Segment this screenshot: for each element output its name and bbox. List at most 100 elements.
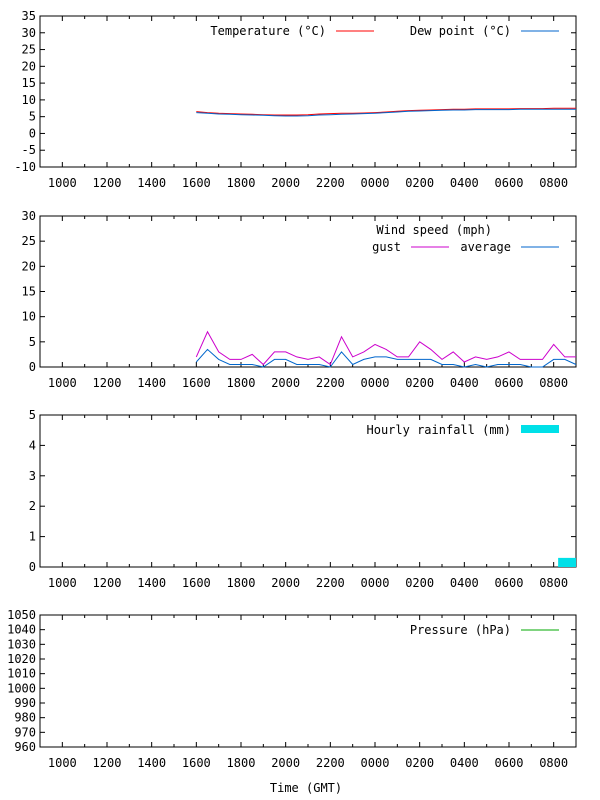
y-tick-label: 30 bbox=[22, 209, 36, 223]
x-tick-label: 1800 bbox=[227, 756, 256, 770]
x-tick-label: 0000 bbox=[361, 376, 390, 390]
series-line-dew bbox=[196, 108, 576, 117]
x-tick-label: 1400 bbox=[137, 376, 166, 390]
y-tick-label: 15 bbox=[22, 285, 36, 299]
plot-frame bbox=[39, 215, 577, 368]
y-tick-label: 0 bbox=[29, 126, 36, 140]
x-axis-label: Time (GMT) bbox=[270, 781, 342, 795]
legend-label: Hourly rainfall (mm) bbox=[367, 423, 512, 437]
y-tick-label: -5 bbox=[22, 143, 36, 157]
y-tick-label: 1010 bbox=[7, 667, 36, 681]
x-tick-label: 1800 bbox=[227, 376, 256, 390]
y-tick-label: 980 bbox=[14, 711, 36, 725]
legend-label: Pressure (hPa) bbox=[410, 623, 511, 637]
x-tick-label: 2200 bbox=[316, 376, 345, 390]
x-tick-label: 0000 bbox=[361, 756, 390, 770]
y-tick-label: 25 bbox=[22, 234, 36, 248]
x-tick-label: 2000 bbox=[271, 756, 300, 770]
x-tick-label: 1600 bbox=[182, 576, 211, 590]
x-tick-label: 0800 bbox=[539, 376, 568, 390]
x-tick-label: 0000 bbox=[361, 576, 390, 590]
x-tick-label: 1200 bbox=[93, 576, 122, 590]
x-tick-label: 2200 bbox=[316, 576, 345, 590]
y-tick-label: 5 bbox=[29, 408, 36, 422]
y-tick-label: 960 bbox=[14, 740, 36, 754]
y-tick-label: 30 bbox=[22, 26, 36, 40]
x-tick-label: 0200 bbox=[405, 756, 434, 770]
x-tick-label: 1000 bbox=[48, 756, 77, 770]
x-tick-label: 0000 bbox=[361, 176, 390, 190]
x-tick-label: 1600 bbox=[182, 176, 211, 190]
y-tick-label: 0 bbox=[29, 360, 36, 374]
x-tick-label: 2000 bbox=[271, 576, 300, 590]
y-tick-label: 10 bbox=[22, 93, 36, 107]
legend-label: Temperature (°C) bbox=[210, 24, 326, 38]
x-tick-label: 2000 bbox=[271, 176, 300, 190]
y-tick-label: 5 bbox=[29, 335, 36, 349]
y-tick-label: 1 bbox=[29, 530, 36, 544]
y-tick-label: 1040 bbox=[7, 623, 36, 637]
y-tick-label: 990 bbox=[14, 696, 36, 710]
y-tick-label: 4 bbox=[29, 438, 36, 452]
rain-bar bbox=[558, 557, 576, 567]
x-tick-label: 1400 bbox=[137, 176, 166, 190]
y-tick-label: 0 bbox=[29, 560, 36, 574]
y-tick-label: 10 bbox=[22, 310, 36, 324]
y-tick-label: 1050 bbox=[7, 608, 36, 622]
x-tick-label: 1000 bbox=[48, 176, 77, 190]
x-tick-label: 0600 bbox=[495, 176, 524, 190]
chart-title: Wind speed (mph) bbox=[376, 223, 492, 237]
x-tick-label: 1200 bbox=[93, 756, 122, 770]
chart-panel-2: 0 5 10 15 20 25 30 1000 1200 1400 1600 1800 2000 2200… bbox=[22, 209, 577, 390]
chart-panel-4: 9609709809901000101010201030104010501000… bbox=[7, 608, 577, 770]
x-tick-label: 2000 bbox=[271, 376, 300, 390]
plot-frame bbox=[39, 15, 577, 168]
x-tick-label: 0200 bbox=[405, 376, 434, 390]
x-tick-label: 0600 bbox=[495, 376, 524, 390]
chart-panel-3: 0 1 2 3 4 5 1000 1200 1400 1600 1800 2000 2200 0000 02… bbox=[29, 408, 577, 590]
x-tick-label: 0200 bbox=[405, 176, 434, 190]
x-tick-label: 0800 bbox=[539, 176, 568, 190]
chart-panel-1: -10 -5 0 5 10 15 20 25 30 35 1000 1200 1400 1600 1800 2… bbox=[14, 9, 577, 190]
x-tick-label: 0200 bbox=[405, 576, 434, 590]
y-tick-label: 5 bbox=[29, 110, 36, 124]
plot-frame bbox=[39, 414, 577, 568]
x-tick-label: 0400 bbox=[450, 176, 479, 190]
x-tick-label: 1400 bbox=[137, 576, 166, 590]
legend-swatch bbox=[521, 425, 559, 433]
x-tick-label: 0600 bbox=[495, 756, 524, 770]
x-tick-label: 1400 bbox=[137, 756, 166, 770]
y-tick-label: 15 bbox=[22, 76, 36, 90]
x-tick-label: 0400 bbox=[450, 756, 479, 770]
x-tick-label: 1200 bbox=[93, 176, 122, 190]
legend-label: average bbox=[460, 240, 511, 254]
series-line-average bbox=[195, 348, 577, 368]
y-tick-label: 1020 bbox=[7, 652, 36, 666]
x-tick-label: 2200 bbox=[316, 756, 345, 770]
series-line-temperature bbox=[196, 107, 576, 116]
y-tick-label: 3 bbox=[29, 469, 36, 483]
y-tick-label: 970 bbox=[14, 725, 36, 739]
x-tick-label: 1600 bbox=[182, 376, 211, 390]
y-tick-label: 20 bbox=[22, 59, 36, 73]
x-tick-label: 0400 bbox=[450, 576, 479, 590]
y-tick-label: 1030 bbox=[7, 637, 36, 651]
y-tick-label: 25 bbox=[22, 43, 36, 57]
y-tick-label: 35 bbox=[22, 9, 36, 23]
x-tick-label: 0400 bbox=[450, 376, 479, 390]
x-tick-label: 1600 bbox=[182, 756, 211, 770]
x-tick-label: 2200 bbox=[316, 176, 345, 190]
x-tick-label: 0600 bbox=[495, 576, 524, 590]
x-tick-label: 1200 bbox=[93, 376, 122, 390]
y-tick-label: -10 bbox=[14, 160, 36, 174]
x-tick-label: 0800 bbox=[539, 576, 568, 590]
legend-label: gust bbox=[372, 240, 401, 254]
x-tick-label: 0800 bbox=[539, 756, 568, 770]
legend-label: Dew point (°C) bbox=[410, 24, 511, 38]
x-tick-label: 1800 bbox=[227, 176, 256, 190]
y-tick-label: 1000 bbox=[7, 681, 36, 695]
y-tick-label: 2 bbox=[29, 499, 36, 513]
series-line-gust bbox=[195, 330, 576, 366]
